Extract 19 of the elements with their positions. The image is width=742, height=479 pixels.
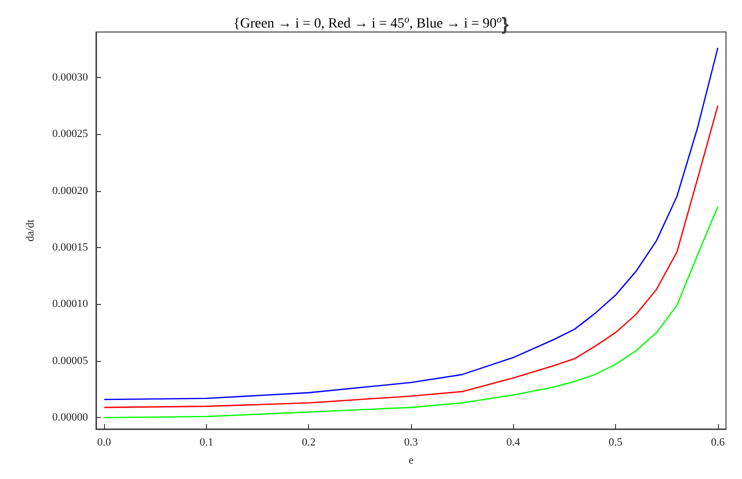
y-tick-label: 0.00025 xyxy=(52,128,88,140)
x-tick-label: 0.1 xyxy=(200,436,214,448)
y-tick-label: 0.00000 xyxy=(52,412,88,424)
y-tick-label: 0.00010 xyxy=(52,298,88,310)
x-tick-label: 0.6 xyxy=(710,436,726,448)
y-axis-title: da/dt xyxy=(24,220,36,242)
y-tick-label: 0.00020 xyxy=(52,184,88,197)
line-series xyxy=(104,47,718,400)
x-tick-label: 0.2 xyxy=(302,436,316,448)
x-axis-title: e xyxy=(408,454,414,466)
line-series xyxy=(104,206,718,418)
line-series xyxy=(104,105,718,408)
x-tick-label: 0.0 xyxy=(97,436,112,448)
y-tick-label: 0.00005 xyxy=(52,354,88,367)
y-tick-label: 0.00015 xyxy=(52,242,88,254)
x-tick-label: 0.3 xyxy=(404,436,418,448)
x-tick-label: 0.4 xyxy=(506,436,521,448)
y-tick-label: 0.00030 xyxy=(52,71,88,84)
x-tick-label: 0.5 xyxy=(608,436,623,448)
